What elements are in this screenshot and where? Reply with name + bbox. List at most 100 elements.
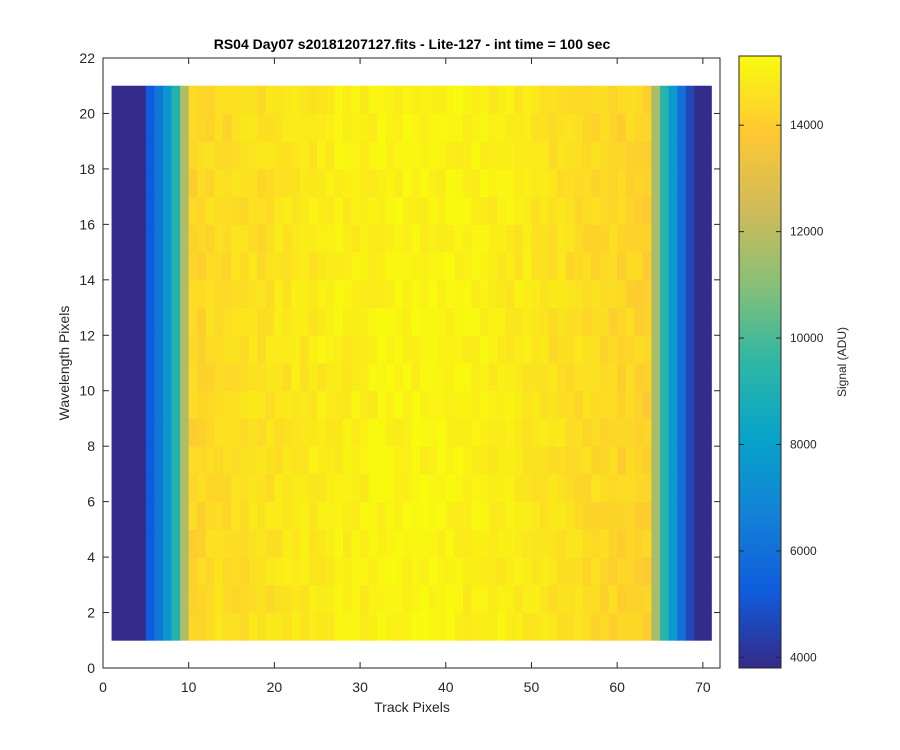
heatmap-cell xyxy=(505,279,515,308)
heatmap-cell xyxy=(582,363,592,392)
heatmap-cell xyxy=(548,418,558,447)
heatmap-cell xyxy=(325,557,335,586)
heatmap-cell xyxy=(677,473,687,503)
heatmap-cell xyxy=(351,363,361,392)
heatmap-cell xyxy=(677,390,687,419)
heatmap-cell xyxy=(591,196,601,225)
heatmap-cell xyxy=(651,390,661,419)
heatmap-cell xyxy=(291,168,301,198)
heatmap-cell xyxy=(488,307,498,336)
heatmap-cell xyxy=(282,446,292,475)
heatmap-cell xyxy=(368,501,378,530)
heatmap-cell xyxy=(300,529,310,558)
heatmap-cell xyxy=(154,335,164,364)
heatmap-cell xyxy=(308,307,318,336)
heatmap-cell xyxy=(642,363,652,392)
heatmap-cell xyxy=(660,501,669,530)
heatmap-cell xyxy=(411,557,421,586)
heatmap-cell xyxy=(188,584,198,613)
heatmap-cell xyxy=(557,584,567,613)
heatmap-cell xyxy=(582,141,592,170)
heatmap-cell xyxy=(582,390,592,419)
heatmap-cell xyxy=(111,141,121,170)
heatmap-cell xyxy=(368,279,378,308)
heatmap-cell xyxy=(522,307,532,336)
heatmap-cell xyxy=(111,446,121,475)
heatmap-cell xyxy=(522,584,532,613)
heatmap-cell xyxy=(257,113,267,142)
heatmap-cell xyxy=(462,418,472,447)
heatmap-cell xyxy=(137,473,147,503)
heatmap-cell xyxy=(617,418,627,447)
heatmap-cell xyxy=(702,307,712,336)
y-tick-label: 16 xyxy=(79,216,95,232)
heatmap-cell xyxy=(608,363,618,392)
heatmap-cell xyxy=(445,307,455,336)
heatmap-cell xyxy=(308,335,318,364)
heatmap-cell xyxy=(214,307,224,336)
heatmap-cell xyxy=(240,307,250,336)
heatmap-cell xyxy=(505,418,515,447)
heatmap-cell xyxy=(531,501,541,530)
heatmap-cell xyxy=(360,501,370,530)
heatmap-cell xyxy=(222,529,232,558)
heatmap-cell xyxy=(445,252,455,281)
heatmap-cell xyxy=(677,168,687,198)
heatmap-cell xyxy=(557,196,567,225)
heatmap-cell xyxy=(617,557,627,586)
heatmap-cell xyxy=(385,335,395,364)
heatmap-cell xyxy=(342,307,352,336)
heatmap-cell xyxy=(420,501,430,530)
heatmap-cell xyxy=(394,252,404,281)
heatmap-cell xyxy=(514,141,524,170)
heatmap-cell xyxy=(162,141,172,170)
heatmap-cell xyxy=(120,252,130,281)
heatmap-cell xyxy=(462,446,472,475)
heatmap-cell xyxy=(685,418,695,447)
heatmap-cell xyxy=(574,390,584,419)
heatmap-cell xyxy=(248,390,258,419)
heatmap-cell xyxy=(291,252,301,281)
heatmap-cell xyxy=(642,279,652,308)
heatmap-cell xyxy=(497,335,507,364)
heatmap-cell xyxy=(360,141,370,170)
heatmap-cell xyxy=(505,168,515,198)
heatmap-cell xyxy=(677,418,687,447)
heatmap-cell xyxy=(325,390,335,419)
heatmap-cell xyxy=(411,501,421,530)
heatmap-cell xyxy=(377,168,387,198)
heatmap-cell xyxy=(574,168,584,198)
heatmap-cell xyxy=(240,501,250,530)
heatmap-cell xyxy=(265,363,275,392)
x-axis-label: Track Pixels xyxy=(374,699,450,715)
heatmap-cell xyxy=(154,529,164,558)
heatmap-cell xyxy=(565,473,575,503)
heatmap-cell xyxy=(462,168,472,198)
heatmap-cell xyxy=(334,529,344,558)
heatmap-cell xyxy=(342,446,352,475)
heatmap-cell xyxy=(480,141,490,170)
heatmap-cell xyxy=(454,279,464,308)
heatmap-cell xyxy=(342,557,352,586)
heatmap-cell xyxy=(334,446,344,475)
heatmap-cell xyxy=(137,390,147,419)
heatmap-cell xyxy=(437,252,447,281)
heatmap-cell xyxy=(317,279,327,308)
heatmap-cell xyxy=(351,141,361,170)
heatmap-cell xyxy=(531,224,541,253)
heatmap-cell xyxy=(634,113,644,142)
heatmap-cell xyxy=(420,168,430,198)
heatmap-cell xyxy=(497,446,507,475)
heatmap-cell xyxy=(325,141,335,170)
heatmap-cell xyxy=(497,252,507,281)
heatmap-cell xyxy=(428,307,438,336)
heatmap-cell xyxy=(437,557,447,586)
heatmap-cell xyxy=(548,224,558,253)
heatmap-cell xyxy=(694,418,704,447)
heatmap-cell xyxy=(582,612,592,641)
heatmap-cell xyxy=(385,584,395,613)
heatmap-cell xyxy=(291,307,301,336)
heatmap-cell xyxy=(257,473,267,503)
heatmap-cell xyxy=(128,446,138,475)
heatmap-cell xyxy=(651,196,661,225)
